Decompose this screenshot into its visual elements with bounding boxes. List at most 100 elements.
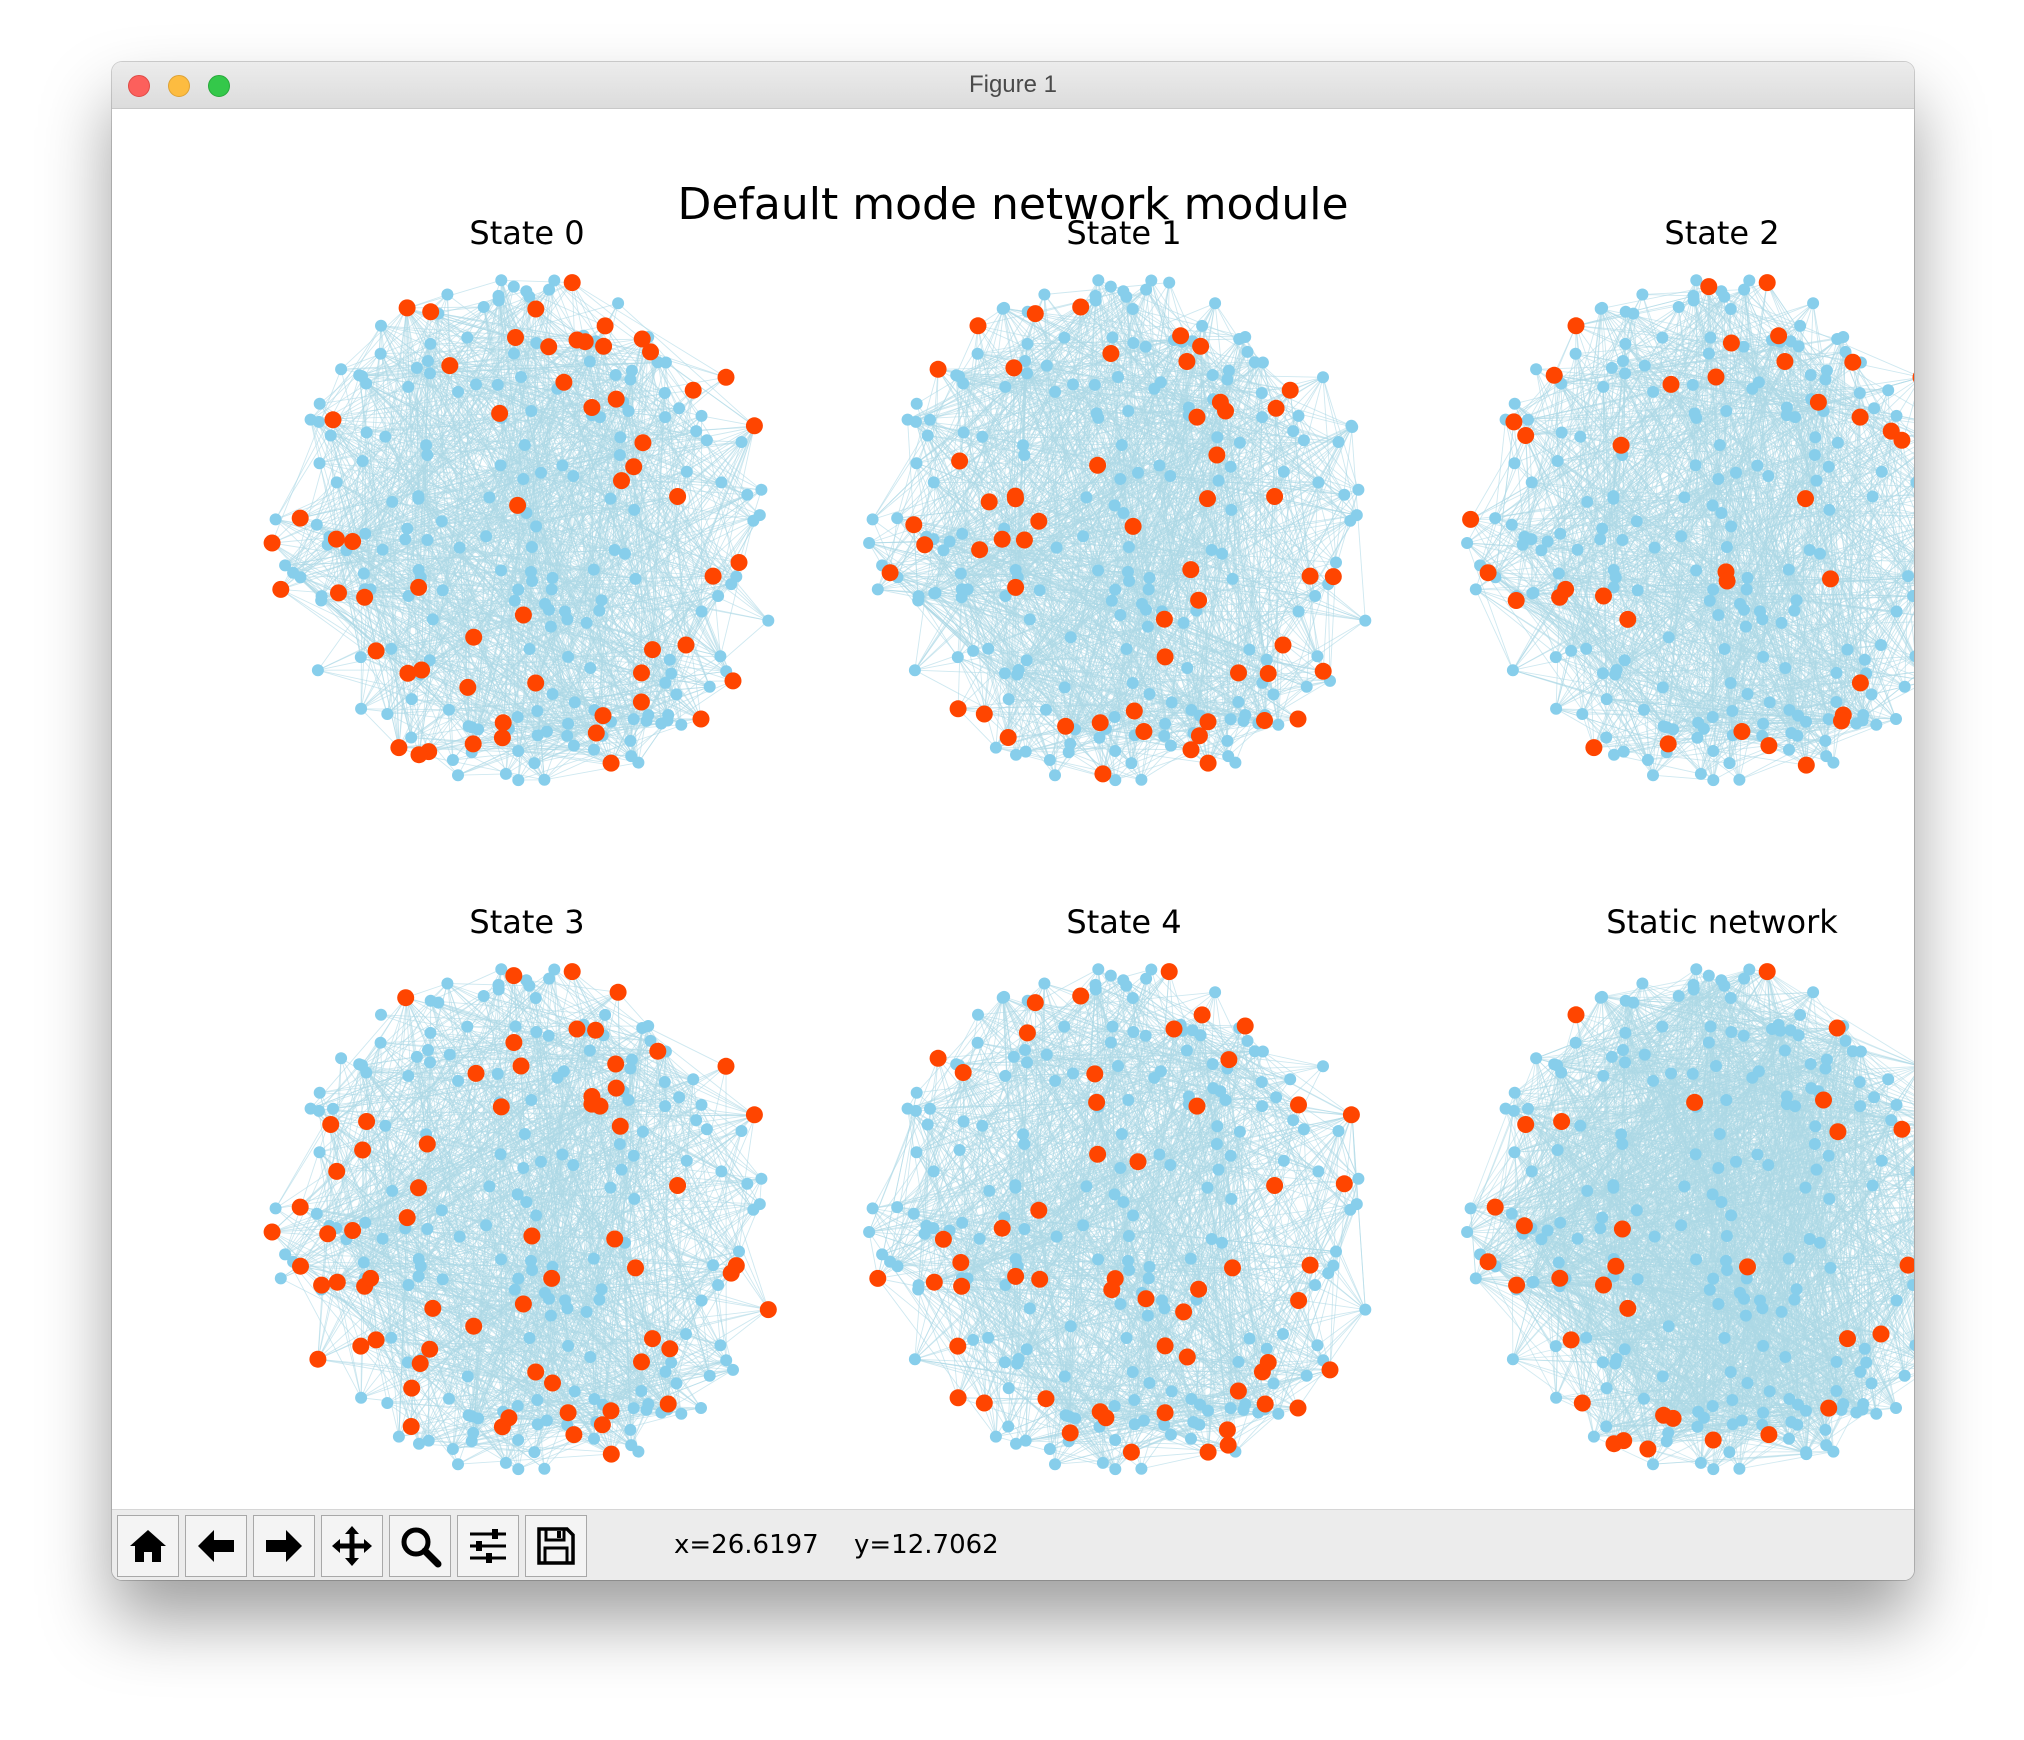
network-edge: [420, 576, 595, 711]
network-node: [1140, 283, 1153, 296]
network-node: [1159, 717, 1172, 730]
maximize-window-button[interactable]: [208, 75, 230, 97]
module-node: [390, 739, 408, 757]
network-edge: [426, 539, 545, 780]
module-node: [367, 642, 385, 660]
network-edge: [485, 339, 578, 537]
network-node: [624, 373, 637, 386]
network-node: [515, 371, 527, 383]
network-edge: [1132, 308, 1203, 327]
window-title: Figure 1: [968, 71, 1058, 98]
network-node: [499, 767, 512, 780]
network-edge: [1327, 584, 1331, 681]
module-node: [410, 578, 428, 596]
module-node: [881, 564, 899, 582]
network-node: [954, 567, 967, 580]
network-edge: [500, 280, 545, 780]
module-node: [625, 458, 643, 476]
network-node: [593, 604, 606, 617]
network-edge: [552, 670, 727, 695]
network-edge: [380, 353, 510, 729]
network-node: [548, 274, 561, 287]
network-edge: [537, 575, 714, 736]
network-node: [619, 547, 631, 560]
network-node: [1117, 285, 1130, 298]
close-window-button[interactable]: [128, 75, 150, 97]
network-edge: [275, 307, 408, 520]
network-node: [604, 492, 617, 505]
network-node: [640, 714, 653, 727]
network-node: [762, 614, 775, 627]
network-node: [901, 413, 914, 426]
network-edge: [593, 430, 697, 711]
module-node: [1259, 665, 1277, 682]
network-edge: [544, 762, 639, 781]
network-edge: [614, 408, 680, 551]
module-node: [724, 672, 742, 690]
network-edge: [361, 282, 573, 377]
network-edge: [457, 735, 568, 776]
network-node: [1106, 331, 1119, 344]
module-node: [491, 404, 509, 422]
network-edge: [275, 417, 502, 520]
network-node: [530, 520, 543, 533]
network-node: [712, 590, 725, 602]
network-edge: [329, 286, 515, 538]
network-node: [1050, 541, 1063, 554]
network-edge: [437, 313, 454, 761]
network-node: [695, 409, 708, 422]
network-node: [315, 590, 328, 603]
network-node: [1067, 378, 1079, 391]
network-node: [1002, 693, 1015, 706]
network-node: [1153, 459, 1166, 472]
network-node: [999, 380, 1012, 393]
network-edge: [535, 498, 611, 684]
network-node: [1020, 654, 1033, 667]
network-edge: [528, 296, 737, 577]
network-edge: [382, 501, 393, 550]
network-node: [951, 651, 964, 664]
module-node: [594, 707, 612, 725]
module-node: [1208, 446, 1226, 464]
network-edge: [477, 600, 516, 730]
network-node: [1109, 745, 1122, 757]
figure-canvas[interactable]: Default mode network module State 0 Stat…: [112, 109, 1914, 1509]
network-edge: [1230, 514, 1358, 720]
panel-title: State 2: [1664, 214, 1780, 252]
network-node: [622, 405, 635, 417]
network-edge: [429, 372, 617, 400]
network-edge: [1072, 341, 1183, 385]
module-node: [583, 399, 601, 416]
minimize-window-button[interactable]: [168, 75, 190, 97]
network-node: [863, 537, 876, 549]
network-edge: [633, 392, 666, 511]
network-node: [310, 518, 323, 531]
module-node: [514, 606, 532, 624]
network-node: [1330, 556, 1342, 569]
network-edge: [979, 549, 1051, 761]
network-node: [443, 703, 455, 716]
network-node: [1216, 547, 1228, 560]
network-edge: [387, 636, 474, 715]
network-node: [908, 664, 921, 677]
network-node: [287, 566, 300, 579]
module-node: [1211, 393, 1229, 411]
network-node: [330, 476, 343, 489]
module-node: [692, 710, 710, 728]
network-edge: [524, 407, 593, 446]
network-edge: [321, 504, 518, 601]
network-node: [528, 757, 541, 770]
network-node: [1272, 718, 1285, 731]
module-node: [1172, 327, 1190, 345]
network-node: [1043, 754, 1056, 766]
network-edge: [336, 280, 555, 483]
network-node: [1058, 331, 1071, 344]
network-node: [313, 457, 326, 470]
network-node: [976, 430, 989, 443]
module-node: [1230, 664, 1247, 682]
network-node: [735, 436, 748, 448]
network-node: [518, 439, 531, 451]
network-node: [624, 734, 637, 747]
network-node: [512, 745, 525, 757]
network-node: [587, 563, 600, 576]
